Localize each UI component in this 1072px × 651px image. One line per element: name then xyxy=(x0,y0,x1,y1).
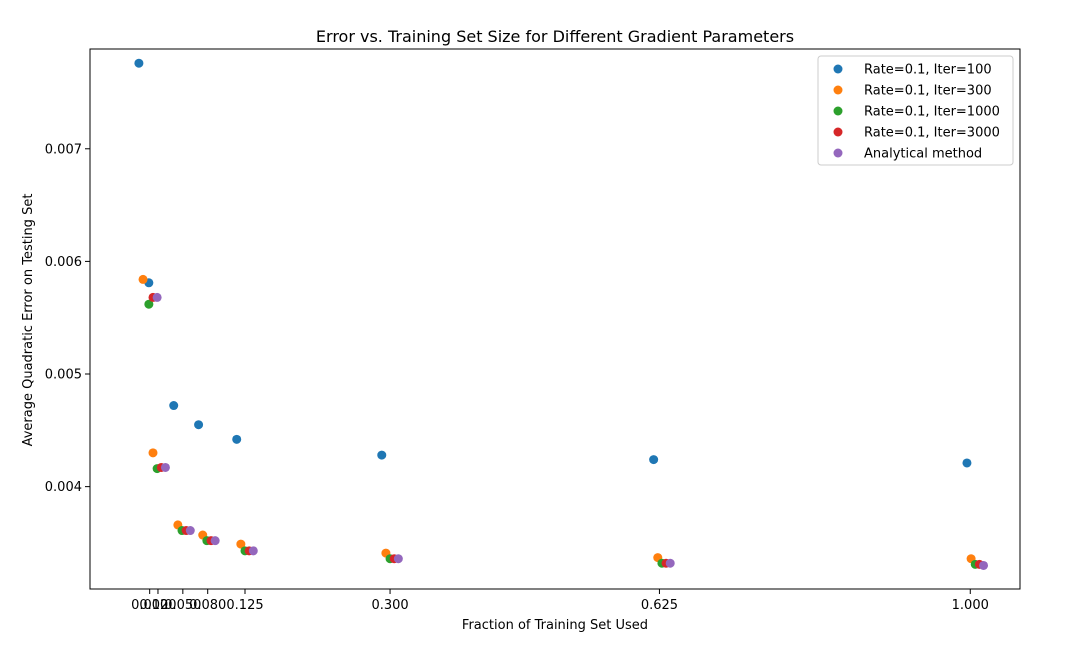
data-point xyxy=(210,536,220,546)
y-tick-label: 0.007 xyxy=(45,142,82,157)
legend-items: Rate=0.1, Iter=100 Rate=0.1, Iter=300 Rate… xyxy=(833,63,1000,162)
data-point xyxy=(160,462,170,472)
series-group xyxy=(148,292,984,569)
data-point xyxy=(393,554,403,564)
x-tick-label: 0.125 xyxy=(226,598,263,613)
legend-marker xyxy=(833,64,843,74)
data-point xyxy=(232,434,242,444)
data-point xyxy=(979,560,989,570)
legend-label: Rate=0.1, Iter=1000 xyxy=(864,105,1000,120)
data-point xyxy=(185,526,195,536)
legend-box xyxy=(817,55,1014,166)
legend-marker xyxy=(833,85,843,95)
legend-label: Rate=0.1, Iter=3000 xyxy=(864,126,1000,141)
data-point xyxy=(377,450,387,460)
legend-label: Rate=0.1, Iter=100 xyxy=(864,63,992,78)
series-group xyxy=(144,299,980,569)
legend-marker xyxy=(833,148,843,158)
y-axis-label: Average Quadratic Error on Testing Set xyxy=(21,194,36,447)
points-layer xyxy=(134,58,989,570)
x-tick-label: 0.625 xyxy=(641,598,678,613)
data-point xyxy=(148,448,158,458)
x-tick-label: 0.080 xyxy=(189,598,226,613)
data-point xyxy=(138,274,148,284)
x-axis-label: Fraction of Training Set Used xyxy=(462,618,648,633)
data-point xyxy=(144,299,154,309)
x-tick-label: 0.020 xyxy=(139,598,176,613)
x-tick-label: 0.300 xyxy=(371,598,408,613)
data-point xyxy=(248,546,258,556)
y-tick-label: 0.004 xyxy=(45,480,82,495)
y-tick-label: 0.005 xyxy=(45,368,82,383)
data-point xyxy=(236,539,246,549)
x-tick-label: 1.000 xyxy=(952,598,989,613)
data-point xyxy=(665,558,675,568)
legend-label: Analytical method xyxy=(864,147,982,162)
data-point xyxy=(134,58,144,68)
chart-title: Error vs. Training Set Size for Differen… xyxy=(316,27,794,46)
series-group xyxy=(138,274,976,564)
legend-label: Rate=0.1, Iter=300 xyxy=(864,84,992,99)
series-group xyxy=(152,292,989,570)
data-point xyxy=(649,455,659,465)
data-point xyxy=(169,401,179,411)
data-point xyxy=(194,420,204,430)
legend: Rate=0.1, Iter=100 Rate=0.1, Iter=300 Rate… xyxy=(817,55,1014,166)
x-tick-label: 0.010 xyxy=(131,598,168,613)
x-tick-label: 0.050 xyxy=(164,598,201,613)
data-point xyxy=(152,292,162,302)
legend-marker xyxy=(833,106,843,116)
y-tick-label: 0.006 xyxy=(45,255,82,270)
series-group xyxy=(134,58,972,468)
legend-marker xyxy=(833,127,843,137)
data-point xyxy=(962,458,972,468)
plot-frame xyxy=(89,48,1021,590)
